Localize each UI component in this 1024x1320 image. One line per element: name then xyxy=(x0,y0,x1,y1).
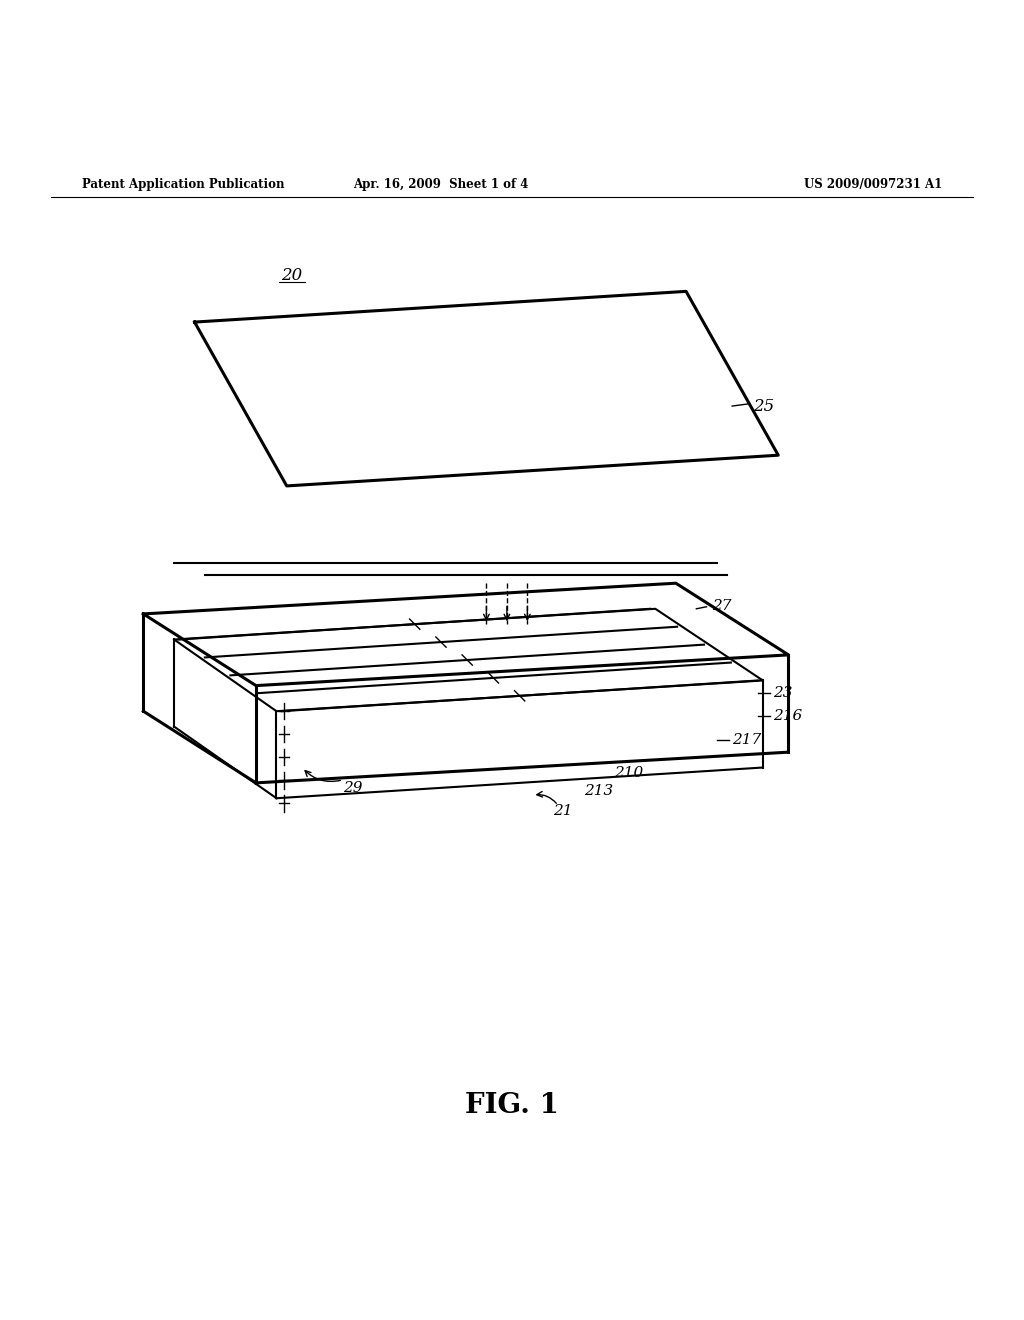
Text: 25: 25 xyxy=(753,397,774,414)
Text: Patent Application Publication: Patent Application Publication xyxy=(82,178,285,191)
Text: 23: 23 xyxy=(773,686,793,700)
Text: 217: 217 xyxy=(732,733,762,747)
Text: 20: 20 xyxy=(282,268,302,285)
Text: 29: 29 xyxy=(343,781,362,795)
Text: 21: 21 xyxy=(553,804,572,817)
Text: 210: 210 xyxy=(614,766,644,780)
Text: 216: 216 xyxy=(773,709,803,723)
Text: 213: 213 xyxy=(584,784,613,799)
Text: Apr. 16, 2009  Sheet 1 of 4: Apr. 16, 2009 Sheet 1 of 4 xyxy=(352,178,528,191)
Text: 27: 27 xyxy=(712,599,731,612)
Text: FIG. 1: FIG. 1 xyxy=(465,1092,559,1119)
Text: US 2009/0097231 A1: US 2009/0097231 A1 xyxy=(804,178,942,191)
